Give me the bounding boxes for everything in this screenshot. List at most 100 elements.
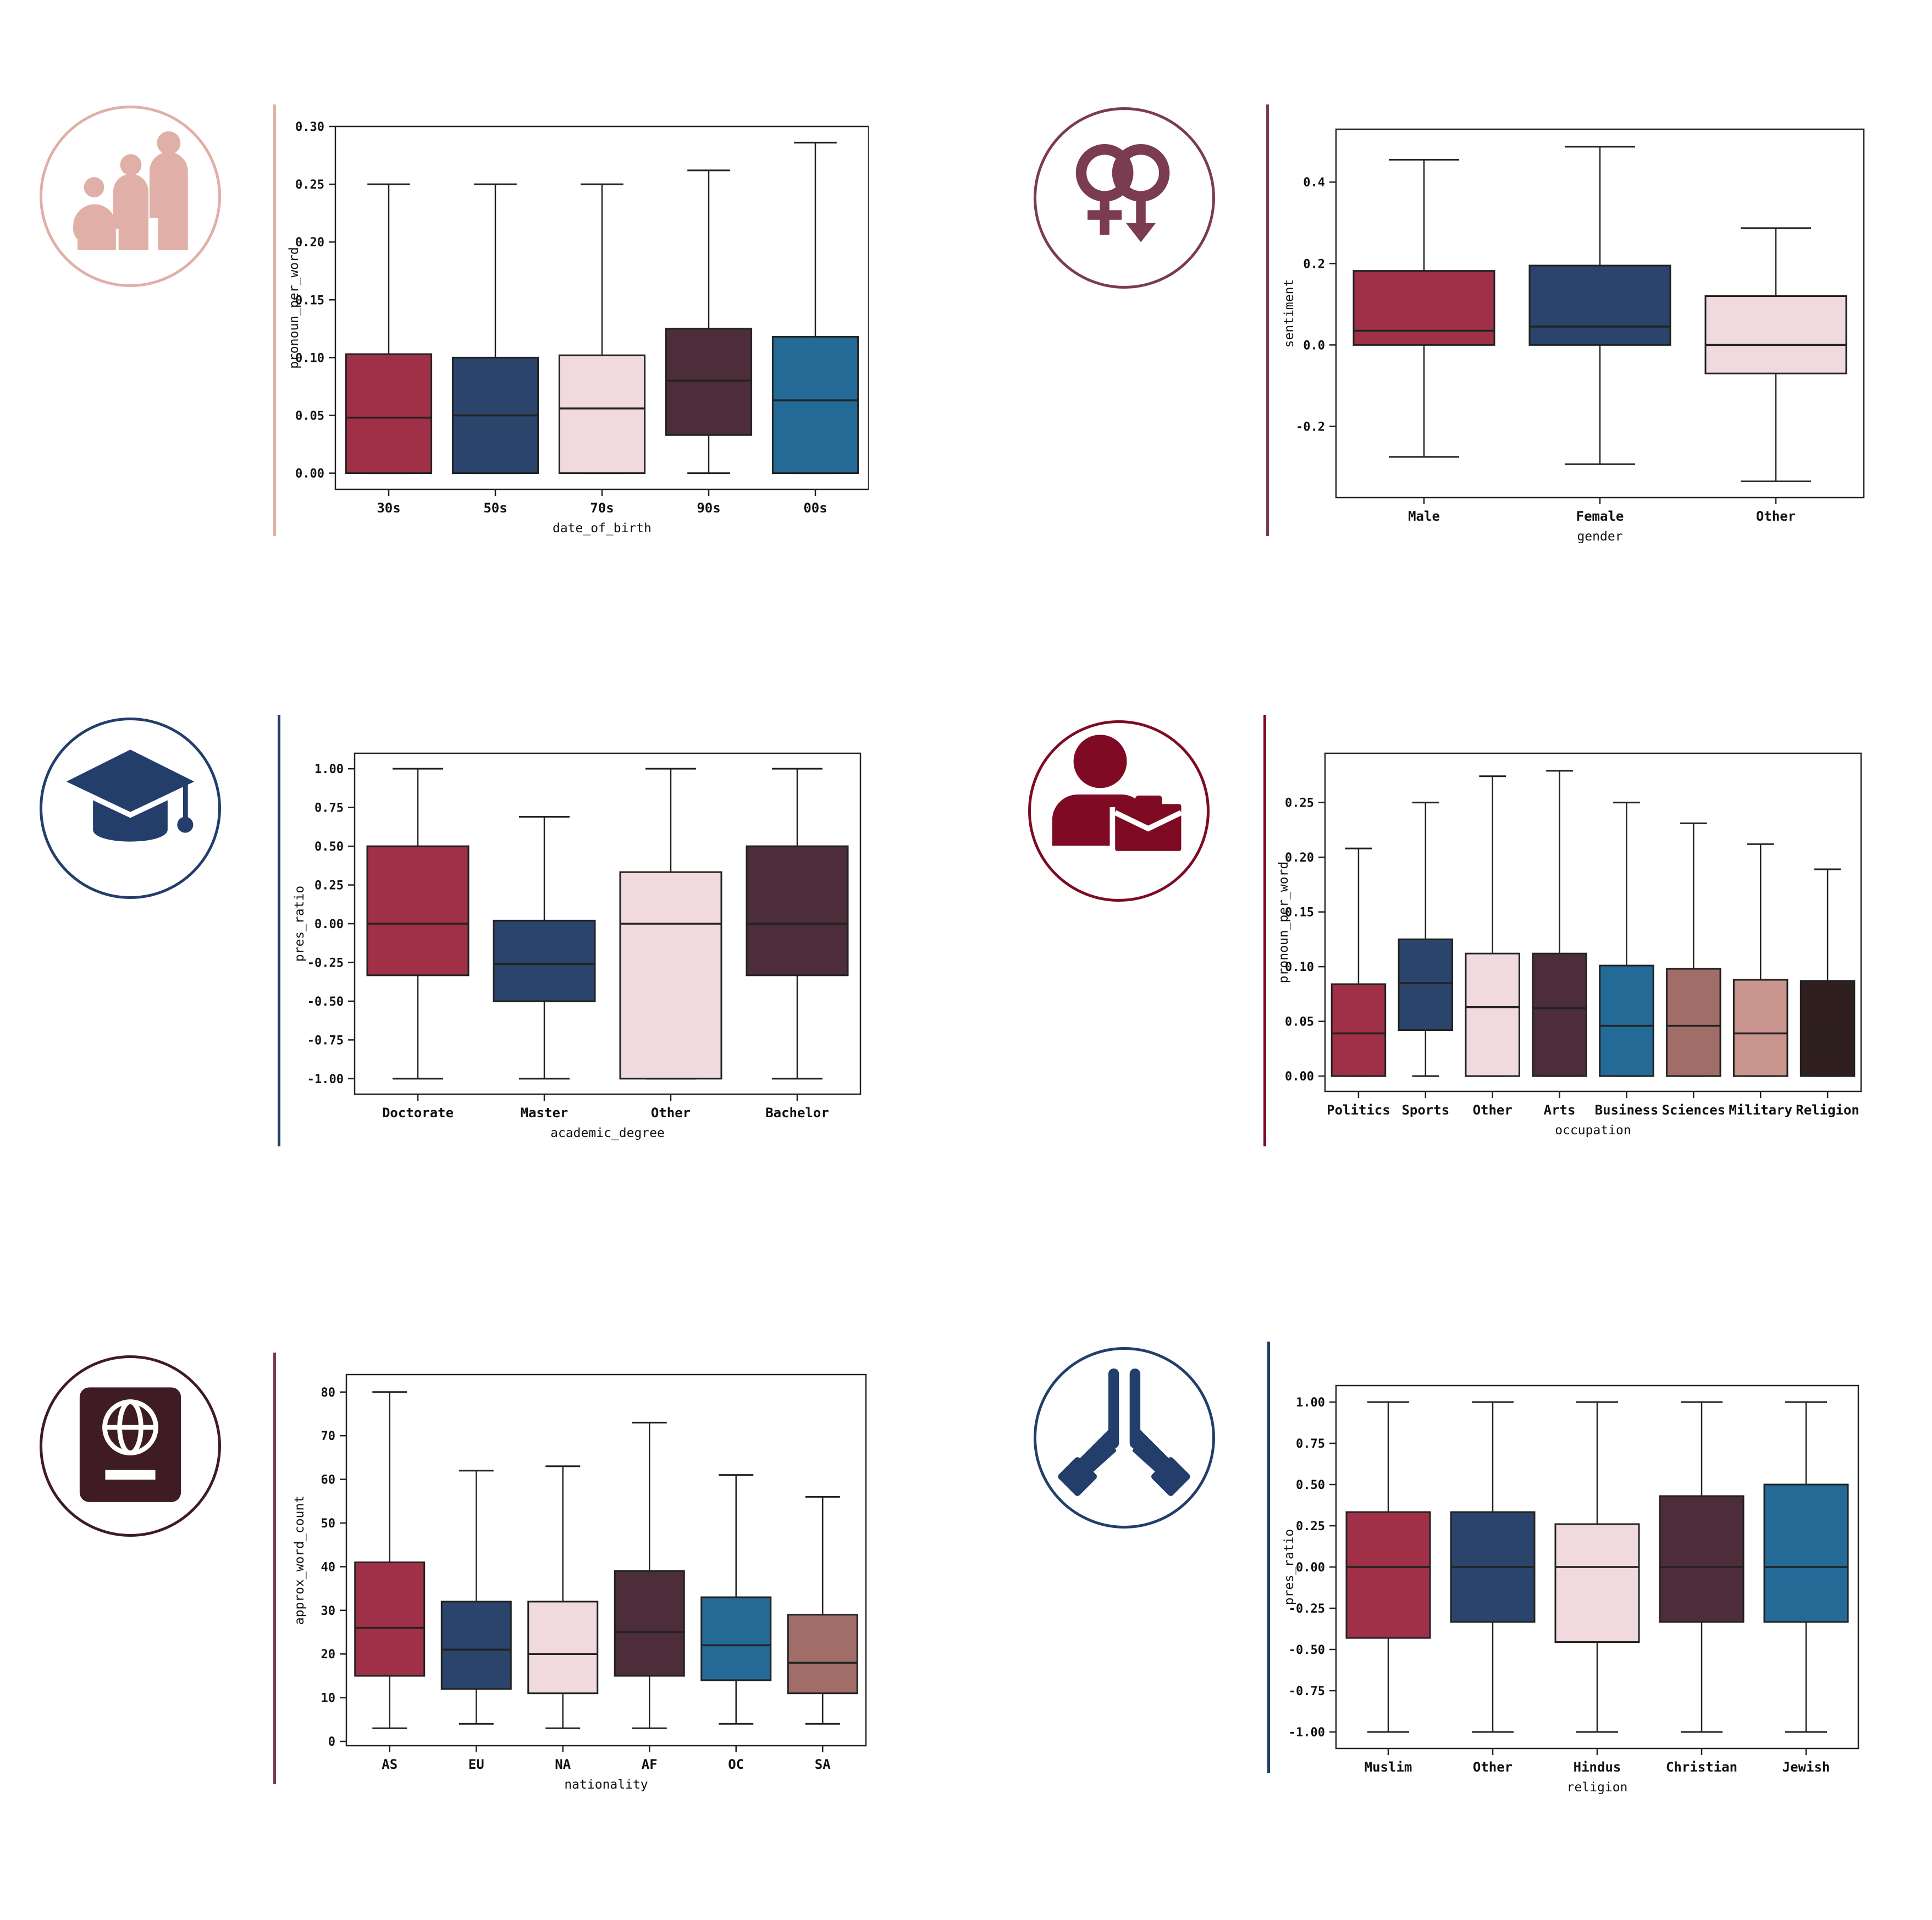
box-af [614, 1570, 685, 1677]
y-tick-label: -1.00 [307, 1073, 344, 1086]
x-axis-label: religion [1567, 1780, 1628, 1795]
box-hindus [1554, 1523, 1640, 1643]
x-tick-label: EU [468, 1757, 484, 1772]
box-sa [787, 1614, 858, 1695]
box-politics [1331, 983, 1387, 1077]
y-axis-label: pronoun_per_word [287, 247, 301, 369]
y-tick-label: 0 [328, 1735, 335, 1749]
x-tick-label: Other [1473, 1759, 1513, 1775]
y-tick-label: 0.15 [295, 294, 324, 307]
plot-frame [1324, 752, 1862, 1093]
box-eu [440, 1601, 512, 1690]
x-axis-label: occupation [1555, 1123, 1631, 1138]
praying-hands-icon [1034, 1347, 1215, 1529]
y-tick-label: -0.50 [1289, 1643, 1325, 1657]
x-tick-label: Hindus [1574, 1759, 1621, 1775]
box-religion [1799, 980, 1856, 1077]
y-tick-label: 0.25 [295, 178, 324, 192]
x-tick-label: 90s [697, 500, 720, 516]
box-as [354, 1561, 426, 1677]
y-tick-label: -0.75 [1289, 1685, 1325, 1698]
x-tick-label: Male [1408, 509, 1440, 524]
box-sports [1398, 938, 1454, 1031]
y-tick-label: 0.25 [1296, 1520, 1325, 1533]
x-tick-label: Doctorate [382, 1105, 454, 1121]
person-briefcase-icon [1028, 720, 1210, 902]
x-tick-label: Military [1729, 1102, 1792, 1118]
y-tick-label: -1.00 [1289, 1726, 1325, 1740]
box-other [1465, 952, 1520, 1077]
y-axis-label: pres_ratio [292, 886, 307, 962]
box-doctorate [366, 845, 470, 976]
accent-divider [273, 1353, 276, 1784]
x-tick-label: Religion [1796, 1102, 1859, 1118]
box-30s [345, 353, 433, 475]
x-tick-label: Business [1595, 1102, 1659, 1118]
y-tick-label: 0.25 [314, 879, 344, 893]
y-axis-label: pres_ratio [1282, 1529, 1296, 1605]
box-chart-religion: -1.00 -0.75 -0.50 -0.25 0.00 0.25 0.50 0.75 1.00… [1282, 1384, 1859, 1795]
x-tick-label: Other [651, 1105, 691, 1121]
box-christian [1659, 1495, 1745, 1623]
x-axis-label: nationality [564, 1778, 648, 1792]
y-tick-label: 1.00 [314, 763, 344, 776]
y-tick-label: 0.25 [1285, 797, 1314, 810]
box-chart-nationality: 0 10 20 30 40 50 60 70 80 AS EU NA AF OC SA nationality… [292, 1373, 867, 1792]
y-tick-label: 10 [321, 1692, 336, 1706]
x-tick-label: 30s [377, 500, 400, 516]
x-tick-label: AF [642, 1757, 658, 1772]
y-tick-label: 20 [321, 1648, 336, 1662]
box-oc [700, 1596, 772, 1681]
y-tick-label: 0.30 [295, 120, 324, 134]
box-chart-academic-degree: -1.00 -0.75 -0.50 -0.25 0.00 0.25 0.50 0.75 1.00… [292, 752, 862, 1140]
x-tick-label: Arts [1544, 1102, 1576, 1118]
y-tick-label: 60 [321, 1474, 336, 1487]
x-tick-label: Politics [1327, 1102, 1390, 1118]
box-bachelor [746, 845, 849, 976]
x-axis-label: date_of_birth [553, 521, 652, 536]
accent-divider [1267, 1342, 1270, 1773]
x-tick-label: Christian [1666, 1759, 1737, 1775]
y-tick-label: -0.75 [307, 1034, 344, 1047]
y-tick-label: 30 [321, 1604, 336, 1618]
y-tick-label: 0.10 [1285, 961, 1314, 974]
accent-divider [273, 104, 276, 536]
x-tick-label: Jewish [1782, 1759, 1830, 1775]
y-axis-label: approx_word_count [292, 1496, 307, 1625]
x-tick-label: 70s [590, 500, 614, 516]
box-female [1528, 264, 1671, 346]
y-tick-label: 0.20 [295, 236, 324, 250]
box-chart-date-of-birth: 0.00 0.05 0.10 0.15 0.20 0.25 0.30 30s 50s 70s 90s… [287, 120, 869, 536]
box-chart-gender: -0.2 0.0 0.2 0.4 Male Female Other gender sentim… [1282, 128, 1865, 544]
x-axis-label: academic_degree [550, 1126, 665, 1140]
y-tick-label: 0.2 [1303, 257, 1325, 271]
x-tick-label: OC [728, 1757, 744, 1772]
x-tick-label: AS [382, 1757, 398, 1772]
y-tick-label: 0.75 [1296, 1437, 1325, 1451]
y-tick-label: 0.00 [1285, 1070, 1314, 1084]
x-tick-label: Other [1756, 509, 1796, 524]
y-tick-label: 0.0 [1303, 339, 1325, 352]
x-tick-label: 00s [803, 500, 827, 516]
box-other [1704, 295, 1847, 374]
accent-divider [1263, 715, 1266, 1146]
y-tick-label: 0.4 [1303, 176, 1325, 190]
box-business [1599, 964, 1654, 1077]
x-tick-label: Other [1473, 1102, 1513, 1118]
y-tick-label: 0.05 [1285, 1016, 1314, 1029]
y-tick-label: 70 [321, 1430, 336, 1443]
y-tick-label: 40 [321, 1560, 336, 1574]
x-tick-label: 50s [483, 500, 507, 516]
x-tick-label: Sciences [1662, 1102, 1726, 1118]
x-tick-label: Master [521, 1105, 568, 1121]
y-tick-label: 0.50 [314, 840, 344, 854]
y-tick-label: 0.10 [295, 351, 324, 365]
y-tick-label: -0.2 [1296, 420, 1325, 434]
box-other [619, 871, 722, 1080]
box-na [527, 1601, 599, 1695]
box-arts [1532, 952, 1587, 1077]
x-tick-label: Muslim [1365, 1759, 1412, 1775]
box-70s [558, 354, 646, 475]
box-male [1353, 270, 1495, 346]
y-tick-label: -0.50 [307, 995, 344, 1009]
